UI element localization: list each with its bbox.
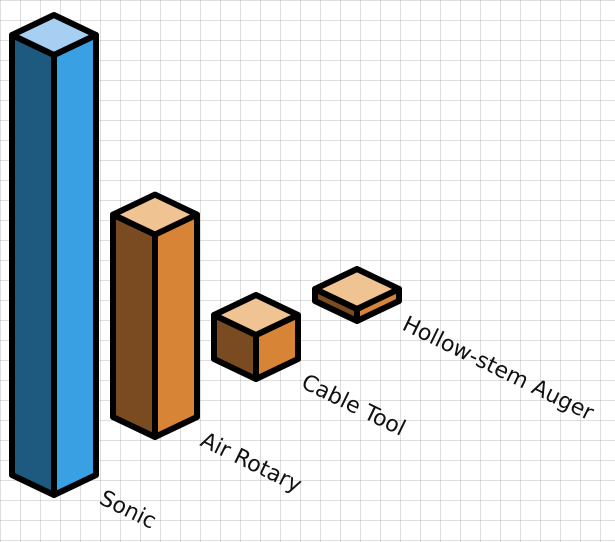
bar-sonic	[9, 12, 99, 498]
category-label-hollow-stem-auger: Hollow-stem Auger	[398, 312, 598, 427]
category-label-cable-tool: Cable Tool	[297, 370, 409, 442]
bar-top-face	[110, 191, 200, 238]
bar-cable-tool	[211, 292, 301, 382]
bar-top-face	[9, 12, 99, 58]
bar-right-face	[51, 32, 99, 498]
bars-group	[9, 12, 402, 498]
bar-left-face	[110, 211, 158, 440]
bar-air-rotary	[110, 191, 200, 440]
bar-left-face	[9, 32, 57, 498]
category-label-air-rotary: Air Rotary	[196, 428, 305, 498]
bar-top-face	[312, 266, 402, 312]
category-label-sonic: Sonic	[95, 486, 160, 535]
bar-right-face	[152, 211, 200, 440]
bar-hollow-stem-auger	[312, 266, 402, 324]
bar-top-face	[211, 292, 301, 338]
